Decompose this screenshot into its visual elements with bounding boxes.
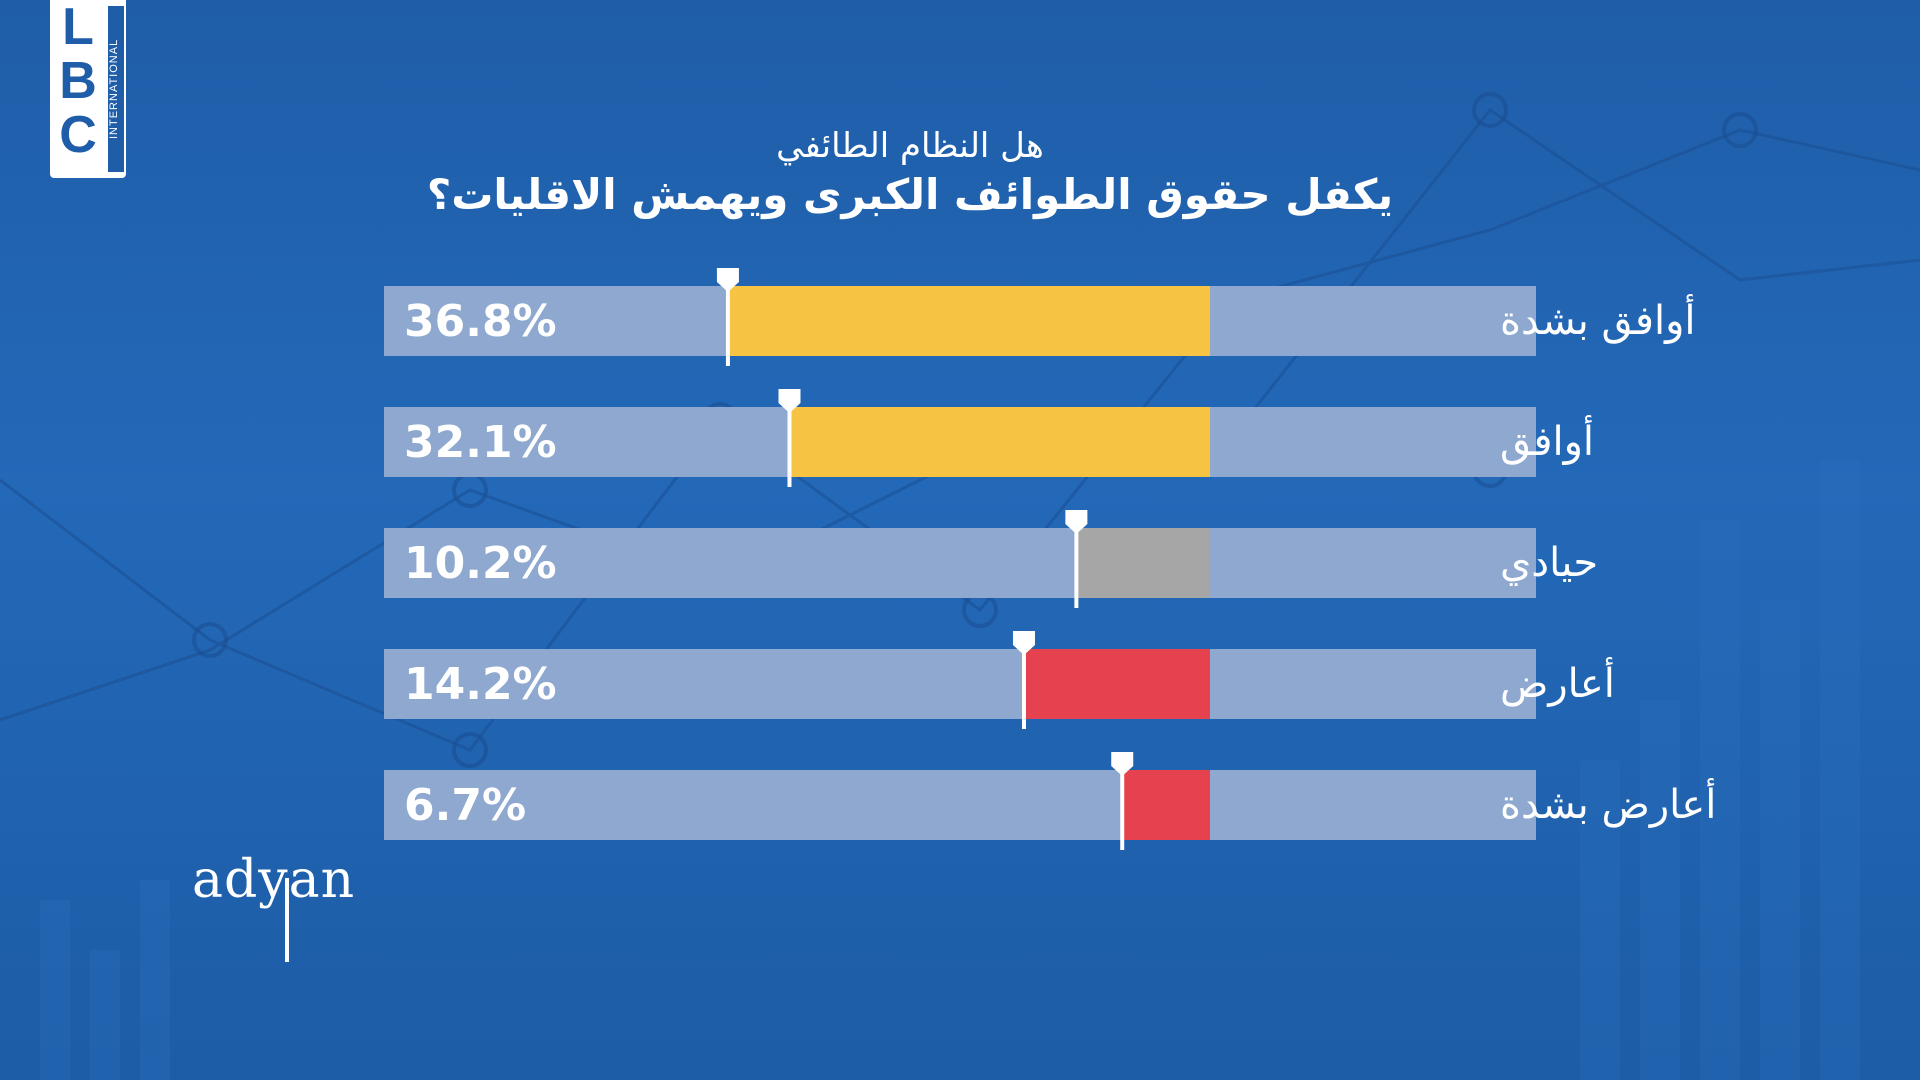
adyan-logo-stroke (285, 878, 289, 962)
bar (789, 407, 1210, 477)
lbc-logo: L B C INTERNATIONAL (50, 0, 126, 178)
bar-track (384, 770, 1536, 840)
bar (1122, 770, 1210, 840)
bar-marker-pin (1012, 631, 1035, 655)
value-label: 14.2% (404, 659, 557, 710)
logo-letter: C (59, 106, 97, 164)
value-label: 32.1% (404, 417, 557, 468)
category-label: أعارض بشدة (1500, 778, 1716, 828)
logo-letter: L (62, 0, 94, 56)
category-label: أعارض (1500, 657, 1615, 707)
logo-letter: B (59, 52, 97, 110)
value-label: 36.8% (404, 296, 557, 347)
bar-marker-pin (1111, 752, 1134, 776)
bar-track (384, 528, 1536, 598)
category-label: أوافق بشدة (1500, 294, 1696, 344)
bar-marker-pin (716, 268, 739, 292)
bar-marker-pin (1065, 510, 1088, 534)
bar-marker-pin (778, 389, 801, 413)
bar-track (384, 649, 1536, 719)
category-label: حيادي (1500, 540, 1598, 586)
value-label: 6.7% (404, 780, 526, 831)
category-label: أوافق (1500, 415, 1594, 465)
bar (1076, 528, 1210, 598)
value-label: 10.2% (404, 538, 557, 589)
bar (727, 286, 1210, 356)
adyan-logo: adyan (192, 850, 356, 910)
chart-title-line1: هل النظام الطائفي (776, 126, 1044, 166)
bar (1023, 649, 1210, 719)
chart-title-line2: يكفل حقوق الطوائف الكبرى ويهمش الاقليات؟ (426, 170, 1394, 219)
logo-letters: L B C (50, 0, 106, 178)
